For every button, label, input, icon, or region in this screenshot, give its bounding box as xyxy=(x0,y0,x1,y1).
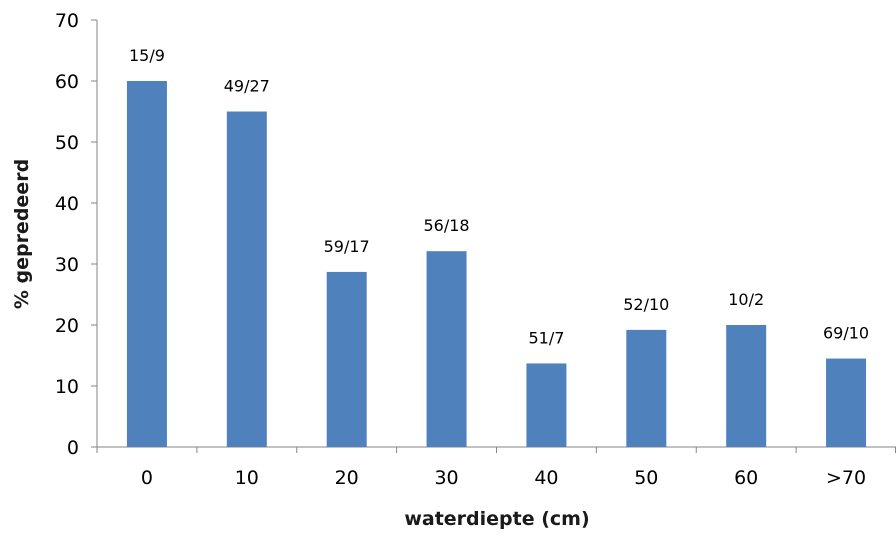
y-tick-label: 70 xyxy=(55,10,79,32)
data-label: 59/17 xyxy=(324,237,370,256)
x-tick-label: 40 xyxy=(534,467,558,489)
bar xyxy=(526,363,567,447)
bar xyxy=(826,358,867,447)
tick-labels: 0 10 20 30 40 50 60 70 0 10 20 30 40 50 60 >70 xyxy=(55,10,866,489)
y-tick-label: 40 xyxy=(55,193,79,215)
bar xyxy=(726,325,767,447)
bar xyxy=(426,251,467,447)
data-label: 69/10 xyxy=(823,324,869,343)
x-axis-title: waterdiepte (cm) xyxy=(404,508,589,530)
x-tick-label: 50 xyxy=(634,467,658,489)
x-tick-label: 0 xyxy=(141,467,153,489)
x-tick-label: 30 xyxy=(434,467,458,489)
y-tick-label: 30 xyxy=(55,254,79,276)
data-label: 49/27 xyxy=(224,77,270,96)
data-label: 10/2 xyxy=(728,290,764,309)
y-tick-label: 50 xyxy=(55,132,79,154)
y-tick-label: 10 xyxy=(55,376,79,398)
y-tick-label: 20 xyxy=(55,315,79,337)
x-tick-label: 20 xyxy=(335,467,359,489)
x-tick-label: 10 xyxy=(235,467,259,489)
axes xyxy=(91,19,896,453)
data-labels: 15/9 49/27 59/17 56/18 51/7 52/10 10/2 69/10 xyxy=(129,46,869,347)
bar xyxy=(126,81,167,447)
bar xyxy=(326,271,367,447)
data-label: 15/9 xyxy=(129,46,165,65)
y-tick-label: 60 xyxy=(55,71,79,93)
data-label: 52/10 xyxy=(623,295,669,314)
y-axis-title: % gepredeerd xyxy=(11,159,33,309)
x-tick-label: >70 xyxy=(826,467,866,489)
data-label: 51/7 xyxy=(528,328,564,347)
y-tick-label: 0 xyxy=(67,437,79,459)
bar xyxy=(226,111,267,447)
data-label: 56/18 xyxy=(424,216,470,235)
x-tick-label: 60 xyxy=(734,467,758,489)
bars xyxy=(126,81,867,447)
bar xyxy=(626,329,667,447)
